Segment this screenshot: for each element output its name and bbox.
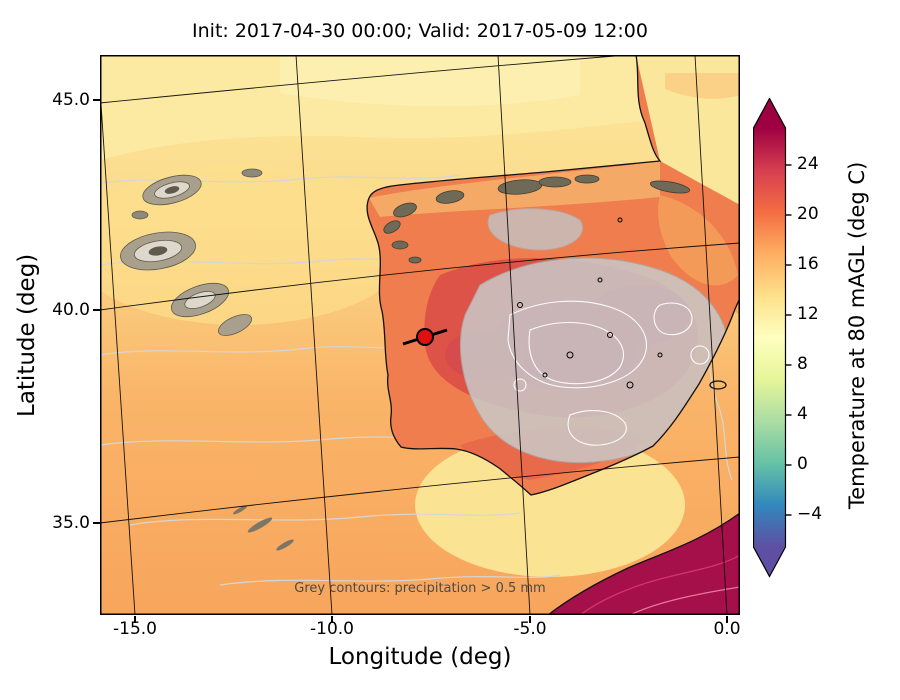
cb-tick-label-4: 4: [797, 404, 808, 424]
x-tickmark: [331, 616, 333, 623]
sea-temperature-field: [70, 55, 740, 615]
colorbar-under-arrow: [753, 547, 786, 577]
x-axis-label: Longitude (deg): [328, 644, 512, 670]
x-tick-label-m10: -10.0: [310, 619, 354, 639]
colorbar-gradient: [753, 128, 786, 547]
colorbar-outline: [752, 97, 787, 578]
cb-tick-label-0: 0: [797, 454, 808, 474]
site-marker-dot: [416, 328, 434, 346]
x-tick-label-m5: -5.0: [513, 619, 547, 639]
colorbar-canvas: [752, 97, 792, 578]
map-plot-area: Grey contours: precipitation > 0.5 mm: [70, 54, 741, 616]
colorbar: [752, 97, 795, 579]
x-tick-label-m15: -15.0: [113, 619, 157, 639]
site-marker: [402, 328, 448, 346]
x-tickmark: [726, 616, 728, 623]
cb-tick-label-20: 20: [797, 204, 819, 224]
plot-title: Init: 2017-04-30 00:00; Valid: 2017-05-0…: [192, 20, 648, 42]
atlantic-precip-cells: [120, 168, 294, 551]
cb-tick-label-16: 16: [797, 254, 819, 274]
x-tickmark: [134, 616, 136, 623]
y-tickmark: [93, 99, 100, 101]
precipitation-overlay-land: [383, 174, 730, 464]
coastline: [366, 54, 741, 616]
colorbar-label: Temperature at 80 mAGL (deg C): [845, 161, 869, 509]
france-land: [636, 55, 740, 205]
precip-annotation: Grey contours: precipitation > 0.5 mm: [294, 581, 546, 596]
plot-border: [100, 55, 740, 615]
africa-hot-region: [548, 513, 741, 616]
cb-tick-label-24: 24: [797, 154, 819, 174]
x-tickmark: [529, 616, 531, 623]
y-tickmark: [93, 522, 100, 524]
x-tick-label-0: 0.0: [713, 619, 741, 639]
mountain-precip-blobs: [383, 174, 691, 264]
cb-tick-label-m4: −4: [797, 504, 823, 524]
cb-tick-label-12: 12: [797, 304, 819, 324]
y-tick-label-40: 40.0: [52, 300, 90, 320]
colorbar-tickmarks: [785, 164, 792, 516]
y-tick-label-45: 45.0: [52, 90, 90, 110]
cb-tick-label-8: 8: [797, 354, 808, 374]
y-tick-label-35: 35.0: [52, 513, 90, 533]
y-tickmark: [93, 309, 100, 311]
colorbar-over-arrow: [753, 98, 786, 128]
map-canvas: [70, 54, 741, 616]
